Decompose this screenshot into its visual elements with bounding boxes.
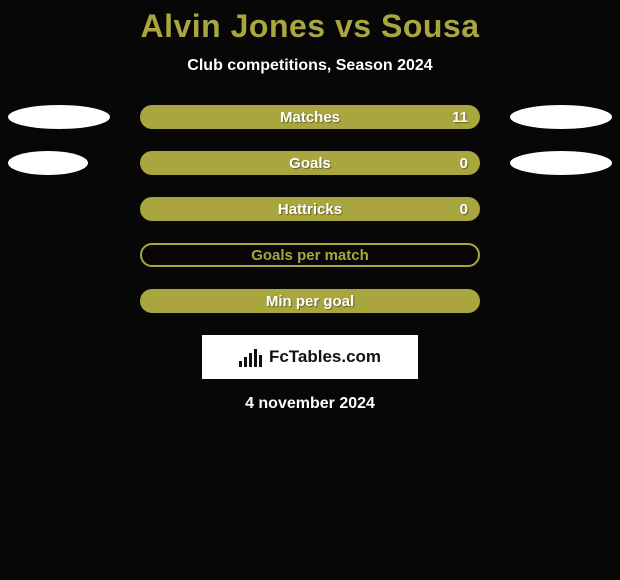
stat-label: Min per goal bbox=[266, 293, 354, 310]
stat-value: 11 bbox=[452, 109, 468, 126]
brand-logo[interactable]: FcTables.com bbox=[202, 335, 418, 379]
stat-row: Goals 0 bbox=[0, 151, 620, 175]
stat-bar: Hattricks 0 bbox=[140, 197, 480, 221]
stats-card: Alvin Jones vs Sousa Club competitions, … bbox=[0, 0, 620, 580]
page-title: Alvin Jones vs Sousa bbox=[0, 8, 620, 45]
brand-logo-text: FcTables.com bbox=[269, 347, 381, 367]
stat-row: Goals per match bbox=[0, 243, 620, 267]
stat-row: Min per goal bbox=[0, 289, 620, 313]
stat-bar: Matches 11 bbox=[140, 105, 480, 129]
stat-row: Hattricks 0 bbox=[0, 197, 620, 221]
left-ellipse bbox=[8, 151, 88, 175]
stat-label: Hattricks bbox=[278, 201, 342, 218]
stat-row: Matches 11 bbox=[0, 105, 620, 129]
bar-chart-icon bbox=[239, 347, 263, 367]
stat-label: Goals per match bbox=[251, 247, 369, 264]
stat-bar: Goals 0 bbox=[140, 151, 480, 175]
right-ellipse bbox=[510, 105, 612, 129]
stat-bar: Goals per match bbox=[140, 243, 480, 267]
stat-label: Goals bbox=[289, 155, 331, 172]
stat-bar: Min per goal bbox=[140, 289, 480, 313]
left-ellipse bbox=[8, 105, 110, 129]
subtitle: Club competitions, Season 2024 bbox=[0, 57, 620, 75]
stat-rows: Matches 11 Goals 0 Hattricks 0 Goals per match… bbox=[0, 105, 620, 313]
stat-value: 0 bbox=[460, 155, 468, 172]
stat-value: 0 bbox=[460, 201, 468, 218]
right-ellipse bbox=[510, 151, 612, 175]
date-label: 4 november 2024 bbox=[0, 395, 620, 413]
stat-label: Matches bbox=[280, 109, 340, 126]
